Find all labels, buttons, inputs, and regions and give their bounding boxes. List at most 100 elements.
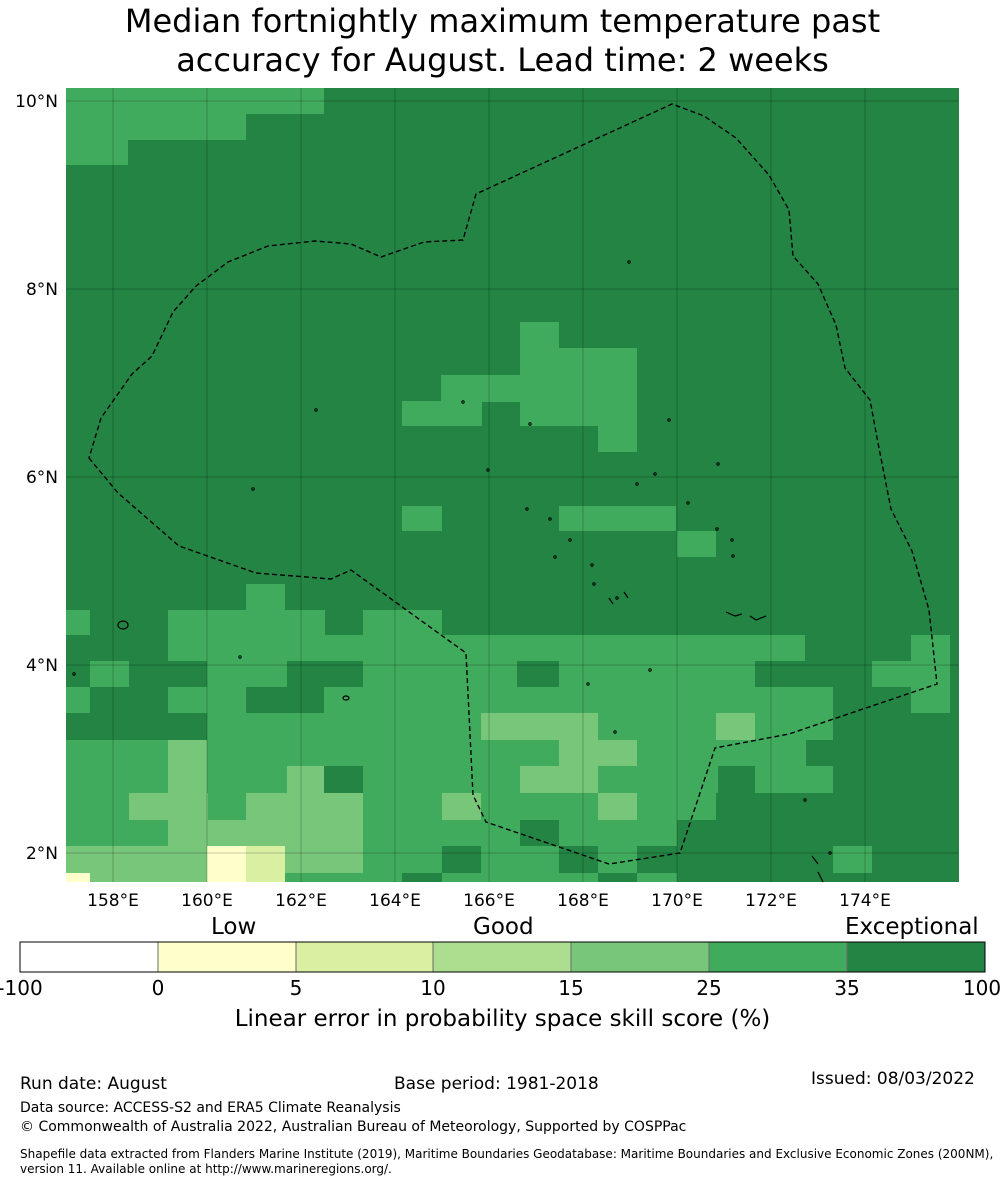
colorbar-word-exceptional: Exceptional [845,914,979,940]
longitude-label: 162°E [275,891,327,911]
grid-cell [872,846,959,873]
grid-cell [598,846,637,873]
grid-cell [168,610,325,635]
island-outline [592,582,596,586]
grid-cell [168,661,207,687]
skill-score-grid [66,88,959,882]
island-outline [613,730,617,734]
island-outline [715,527,719,531]
latitude-labels: 18°N16°N14°N12°N10°N8°N6°N4°N2°N [15,92,58,864]
grid-cell [677,820,959,846]
grid-cell [207,661,287,687]
grid-cell [481,713,598,740]
grid-cell [833,687,911,713]
colorbar-tick: 10 [420,976,446,1000]
island-outline [731,554,735,558]
grid-cell [90,661,129,687]
latitude-label: 6°N [26,468,58,488]
grid-cell [324,687,833,713]
grid-cell [66,140,128,165]
latitude-label: 10°N [15,92,58,112]
grid-cell [637,873,677,882]
grid-cell [559,506,676,531]
island-outline [590,563,594,567]
grid-cell [402,401,482,426]
colorbar-segment [846,941,986,973]
island-outline [716,462,720,466]
island-outline [667,418,671,422]
grid-cell [66,820,169,846]
colorbar-tick: 0 [151,976,165,1000]
graticule [66,88,959,882]
grid-cell [66,687,90,713]
colorbar-word-good: Good [473,914,534,940]
island-outline [238,655,242,659]
colorbar-segment [432,941,572,973]
grid-cell [755,766,833,793]
grid-cell [207,873,246,882]
colorbar-tick: 15 [558,976,584,1000]
shapefile-credit-line-2: version 11. Available online at http://w… [20,1162,392,1176]
island-outline [553,555,557,559]
colorbar-segment [295,941,434,973]
grid-cell [833,766,959,793]
grid-cell [833,846,872,873]
grid-cell [287,661,363,687]
atoll-outline [725,611,767,621]
island-outline [635,482,639,486]
grid-cell [246,584,285,610]
grid-cell [911,635,950,661]
island-outline [525,507,529,511]
grid-cell [520,322,559,375]
grid-cell [287,766,324,793]
colorbar-segment [157,941,297,973]
grid-cell [637,846,677,873]
grid-cell [246,793,363,820]
grid-cell [168,740,207,766]
longitude-label: 158°E [87,891,139,911]
island-outline [117,620,129,630]
grid-cell [168,820,363,846]
grid-cell [246,873,285,882]
grid-cell [363,820,520,846]
grid-cell [207,687,246,713]
shapefile-credit-line-1: Shapefile data extracted from Flanders M… [20,1147,994,1161]
island-outline [653,472,657,476]
issued-date: Issued: 08/03/2022 [811,1069,975,1089]
grid-cell [598,873,637,882]
grid-cell [441,375,637,402]
colorbar [19,941,986,973]
island-outline [648,668,652,672]
grid-cell [481,846,559,873]
grid-cell [677,661,755,687]
latitude-label: 2°N [26,844,58,864]
copyright: © Commonwealth of Australia 2022, Austra… [20,1119,687,1135]
island-outline [72,672,76,676]
grid-cell [129,687,168,713]
island-outline [486,468,490,472]
colorbar-outline [19,941,986,973]
data-source: Data source: ACCESS-S2 and ERA5 Climate … [20,1100,401,1116]
longitude-label: 160°E [181,891,233,911]
colorbar-label: Linear error in probability space skill … [234,1006,771,1032]
chart-title: Median fortnightly maximum temperature p… [0,2,1005,80]
atoll-outline [608,591,824,883]
grid-cell [168,635,805,661]
title-line-2: accuracy for August. Lead time: 2 weeks [176,41,829,79]
grid-cell [911,687,950,713]
grid-cell [363,661,517,687]
longitude-label: 174°E [839,891,891,911]
grid-cell [520,820,559,846]
latitude-label: 8°N [26,280,58,300]
grid-cell [168,766,207,793]
longitude-labels: 158°E 160°E 162°E 164°E 166°E 168°E 170°E 172°E… [87,891,891,911]
colorbar-tick: -100 [0,976,43,1000]
grid-cell [66,88,324,114]
title-line-1: Median fortnightly maximum temperature p… [124,2,881,40]
grid-cell [598,793,637,820]
island-outline [342,695,350,701]
longitude-label: 164°E [369,891,421,911]
island-outline [314,408,318,412]
grid-cell [66,610,90,635]
